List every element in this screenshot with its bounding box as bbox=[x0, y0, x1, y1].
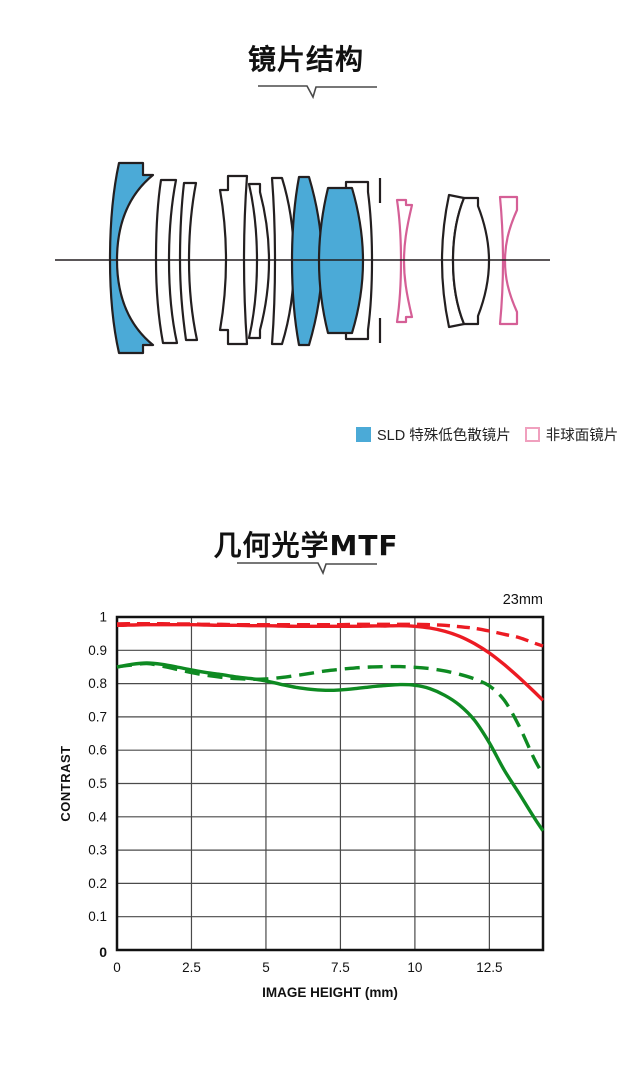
y-tick-label: 0.8 bbox=[88, 676, 107, 691]
y-tick-label: 0.7 bbox=[88, 709, 107, 724]
x-tick-label: 10 bbox=[407, 960, 422, 975]
y-tick-label: 1 bbox=[99, 610, 107, 625]
legend-item-aspherical: 非球面镜片 bbox=[524, 424, 619, 445]
legend-aspherical-label: 非球面镜片 bbox=[545, 428, 619, 444]
lens-structure-title: 镜片结构 bbox=[247, 43, 364, 76]
y-tick-label: 0.9 bbox=[88, 643, 107, 658]
y-tick-label: 0.4 bbox=[88, 809, 107, 824]
lens-element-12 bbox=[451, 196, 491, 326]
lens-element-2 bbox=[154, 178, 179, 345]
y-tick-label: 0 bbox=[99, 944, 107, 960]
lens-element-1-sld bbox=[108, 161, 155, 355]
lens-element-13-aspherical bbox=[498, 195, 519, 326]
curve-green-dashed bbox=[116, 661, 545, 776]
x-tick-label: 2.5 bbox=[182, 960, 201, 975]
lens-element-5 bbox=[247, 182, 271, 340]
legend-sld-label: SLD 特殊低色散镜片 bbox=[377, 428, 511, 444]
y-tick-label: 0.3 bbox=[88, 843, 107, 858]
curve-red-solid bbox=[116, 622, 545, 702]
aspherical-swatch-icon bbox=[524, 427, 540, 442]
x-axis-title: IMAGE HEIGHT (mm) bbox=[262, 985, 398, 1000]
lens-element-6 bbox=[270, 176, 296, 346]
legend-item-sld: SLD 特殊低色散镜片 bbox=[356, 424, 511, 445]
y-tick-label: 0.6 bbox=[88, 743, 107, 758]
mtf-title: 几何光学MTF bbox=[213, 529, 399, 562]
lens-diagram bbox=[55, 161, 550, 355]
x-tick-label: 5 bbox=[262, 960, 270, 975]
y-tick-label: 0.1 bbox=[88, 909, 107, 924]
focal-length-label: 23mm bbox=[503, 592, 543, 608]
x-tick-label: 7.5 bbox=[331, 960, 350, 975]
lens-element-7-sld bbox=[290, 175, 324, 347]
y-tick-label: 0.2 bbox=[88, 876, 107, 891]
curve-green-solid bbox=[116, 661, 545, 832]
sld-swatch-icon bbox=[356, 427, 371, 442]
y-tick-label: 0.5 bbox=[88, 776, 107, 791]
mtf-chart: 0 2.5 5 7.5 10 12.5 0 0.1 0.2 0.3 0.4 0.5 0.6 0.7 0.8 0… bbox=[58, 592, 545, 1000]
x-tick-label: 12.5 bbox=[476, 960, 502, 975]
mtf-title-underline bbox=[237, 562, 377, 576]
lens-legend: SLD 特殊低色散镜片 非球面镜片 bbox=[356, 424, 618, 445]
lens-title-underline bbox=[258, 85, 377, 100]
plot-border bbox=[115, 615, 545, 952]
x-tick-label: 0 bbox=[113, 960, 121, 975]
lens-element-10-aspherical bbox=[395, 198, 414, 324]
y-axis-title: CONTRAST bbox=[58, 745, 73, 821]
lens-element-3 bbox=[178, 181, 199, 342]
